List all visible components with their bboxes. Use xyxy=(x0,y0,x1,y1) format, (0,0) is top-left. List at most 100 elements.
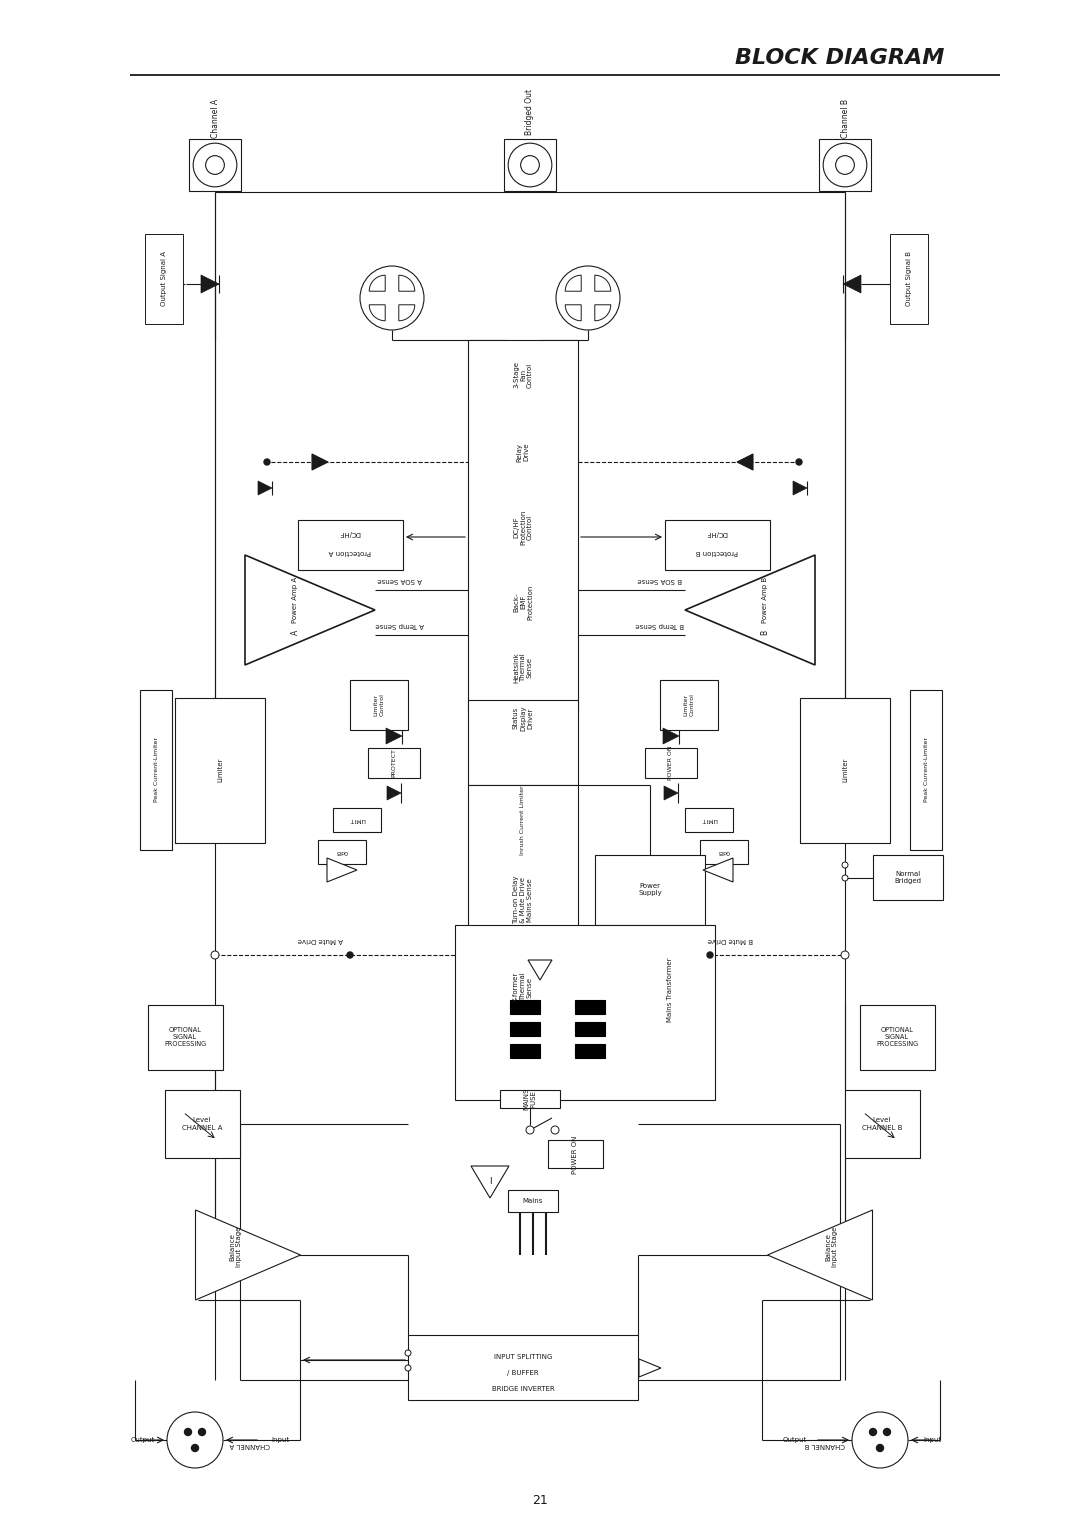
Polygon shape xyxy=(703,858,733,883)
Text: A SOA Sense: A SOA Sense xyxy=(378,577,422,583)
Circle shape xyxy=(264,460,270,466)
Polygon shape xyxy=(575,1022,605,1035)
Text: B Mute Drive: B Mute Drive xyxy=(707,938,753,944)
Circle shape xyxy=(841,951,849,959)
Text: Balance
Input Stage: Balance Input Stage xyxy=(825,1226,838,1267)
Polygon shape xyxy=(800,698,890,843)
Circle shape xyxy=(796,460,802,466)
Polygon shape xyxy=(145,234,183,324)
Polygon shape xyxy=(387,786,401,800)
Polygon shape xyxy=(175,698,265,843)
Text: 21: 21 xyxy=(532,1493,548,1507)
Circle shape xyxy=(191,1445,199,1452)
Polygon shape xyxy=(575,1044,605,1058)
Wedge shape xyxy=(399,275,415,292)
Text: Heatsink
Thermal
Sense: Heatsink Thermal Sense xyxy=(513,652,534,684)
Wedge shape xyxy=(595,305,611,321)
Polygon shape xyxy=(327,858,357,883)
Text: Back-
EMF
Protection: Back- EMF Protection xyxy=(513,585,534,620)
Text: CHANNEL A: CHANNEL A xyxy=(230,1441,270,1448)
Polygon shape xyxy=(368,748,420,777)
Text: Limiter
Control: Limiter Control xyxy=(684,693,694,716)
Polygon shape xyxy=(843,275,861,293)
Polygon shape xyxy=(201,275,219,293)
Text: B Temp Sense: B Temp Sense xyxy=(636,621,685,628)
Text: Output: Output xyxy=(783,1437,807,1443)
Polygon shape xyxy=(663,728,679,744)
Circle shape xyxy=(509,144,552,186)
Text: CHANNEL B: CHANNEL B xyxy=(805,1441,846,1448)
Polygon shape xyxy=(510,1022,540,1035)
Polygon shape xyxy=(664,786,678,800)
Circle shape xyxy=(842,875,848,881)
Text: Relay
Drive: Relay Drive xyxy=(516,443,529,461)
Text: Protection A: Protection A xyxy=(328,550,372,554)
Polygon shape xyxy=(819,139,870,191)
Circle shape xyxy=(167,1412,222,1467)
Polygon shape xyxy=(793,481,807,495)
Text: X-former
Thermal
Sense: X-former Thermal Sense xyxy=(513,971,534,1002)
Polygon shape xyxy=(312,454,328,470)
Polygon shape xyxy=(140,690,172,851)
Text: Peak Current-Limiter: Peak Current-Limiter xyxy=(923,738,929,803)
Polygon shape xyxy=(890,234,928,324)
Circle shape xyxy=(211,951,219,959)
Polygon shape xyxy=(639,1359,661,1377)
Text: 0dB: 0dB xyxy=(336,849,348,855)
Polygon shape xyxy=(468,785,578,960)
Polygon shape xyxy=(685,808,733,832)
Text: Limiter: Limiter xyxy=(217,757,222,782)
Text: Power
Supply: Power Supply xyxy=(638,884,662,896)
Circle shape xyxy=(842,863,848,867)
Text: INPUT SPLITTING: INPUT SPLITTING xyxy=(494,1354,552,1361)
Wedge shape xyxy=(595,275,611,292)
Polygon shape xyxy=(500,1090,561,1109)
Text: Balance
Input Stage: Balance Input Stage xyxy=(229,1226,243,1267)
Polygon shape xyxy=(768,1209,873,1299)
Polygon shape xyxy=(189,139,241,191)
Text: DC/HF: DC/HF xyxy=(339,530,361,536)
Polygon shape xyxy=(165,1090,240,1157)
Polygon shape xyxy=(468,341,578,710)
Text: Peak Current-Limiter: Peak Current-Limiter xyxy=(153,738,159,803)
Polygon shape xyxy=(386,728,402,744)
Text: Output: Output xyxy=(131,1437,156,1443)
Polygon shape xyxy=(700,840,748,864)
Text: Power Amp A: Power Amp A xyxy=(292,577,298,623)
Text: POWER ON: POWER ON xyxy=(669,745,674,780)
Circle shape xyxy=(877,1445,883,1452)
Circle shape xyxy=(199,1428,205,1435)
Text: Channel A: Channel A xyxy=(211,98,219,137)
Polygon shape xyxy=(408,1335,638,1400)
Circle shape xyxy=(852,1412,908,1467)
Polygon shape xyxy=(660,680,718,730)
Circle shape xyxy=(869,1428,877,1435)
Polygon shape xyxy=(258,481,272,495)
Text: OPTIONAL
SIGNAL
PROCESSING: OPTIONAL SIGNAL PROCESSING xyxy=(876,1028,918,1048)
Text: Level
CHANNEL A: Level CHANNEL A xyxy=(181,1118,222,1130)
Text: BRIDGE INVERTER: BRIDGE INVERTER xyxy=(491,1387,554,1393)
Circle shape xyxy=(836,156,854,174)
Wedge shape xyxy=(399,305,415,321)
Circle shape xyxy=(551,1125,559,1135)
Circle shape xyxy=(347,951,353,957)
Polygon shape xyxy=(510,1044,540,1058)
Circle shape xyxy=(526,1125,534,1135)
Circle shape xyxy=(185,1428,191,1435)
Polygon shape xyxy=(350,680,408,730)
Circle shape xyxy=(707,951,713,957)
Text: 3-Stage
Fan
Control: 3-Stage Fan Control xyxy=(513,362,534,388)
Text: Output Signal B: Output Signal B xyxy=(906,252,912,307)
Text: Protection B: Protection B xyxy=(696,550,739,554)
Polygon shape xyxy=(148,1005,222,1070)
Polygon shape xyxy=(510,1000,540,1014)
Polygon shape xyxy=(645,748,697,777)
Polygon shape xyxy=(910,690,942,851)
Text: LIMIT: LIMIT xyxy=(349,817,365,823)
Wedge shape xyxy=(565,275,581,292)
Text: Input: Input xyxy=(923,1437,941,1443)
Polygon shape xyxy=(873,855,943,899)
Polygon shape xyxy=(575,1000,605,1014)
Polygon shape xyxy=(595,855,705,925)
Polygon shape xyxy=(318,840,366,864)
